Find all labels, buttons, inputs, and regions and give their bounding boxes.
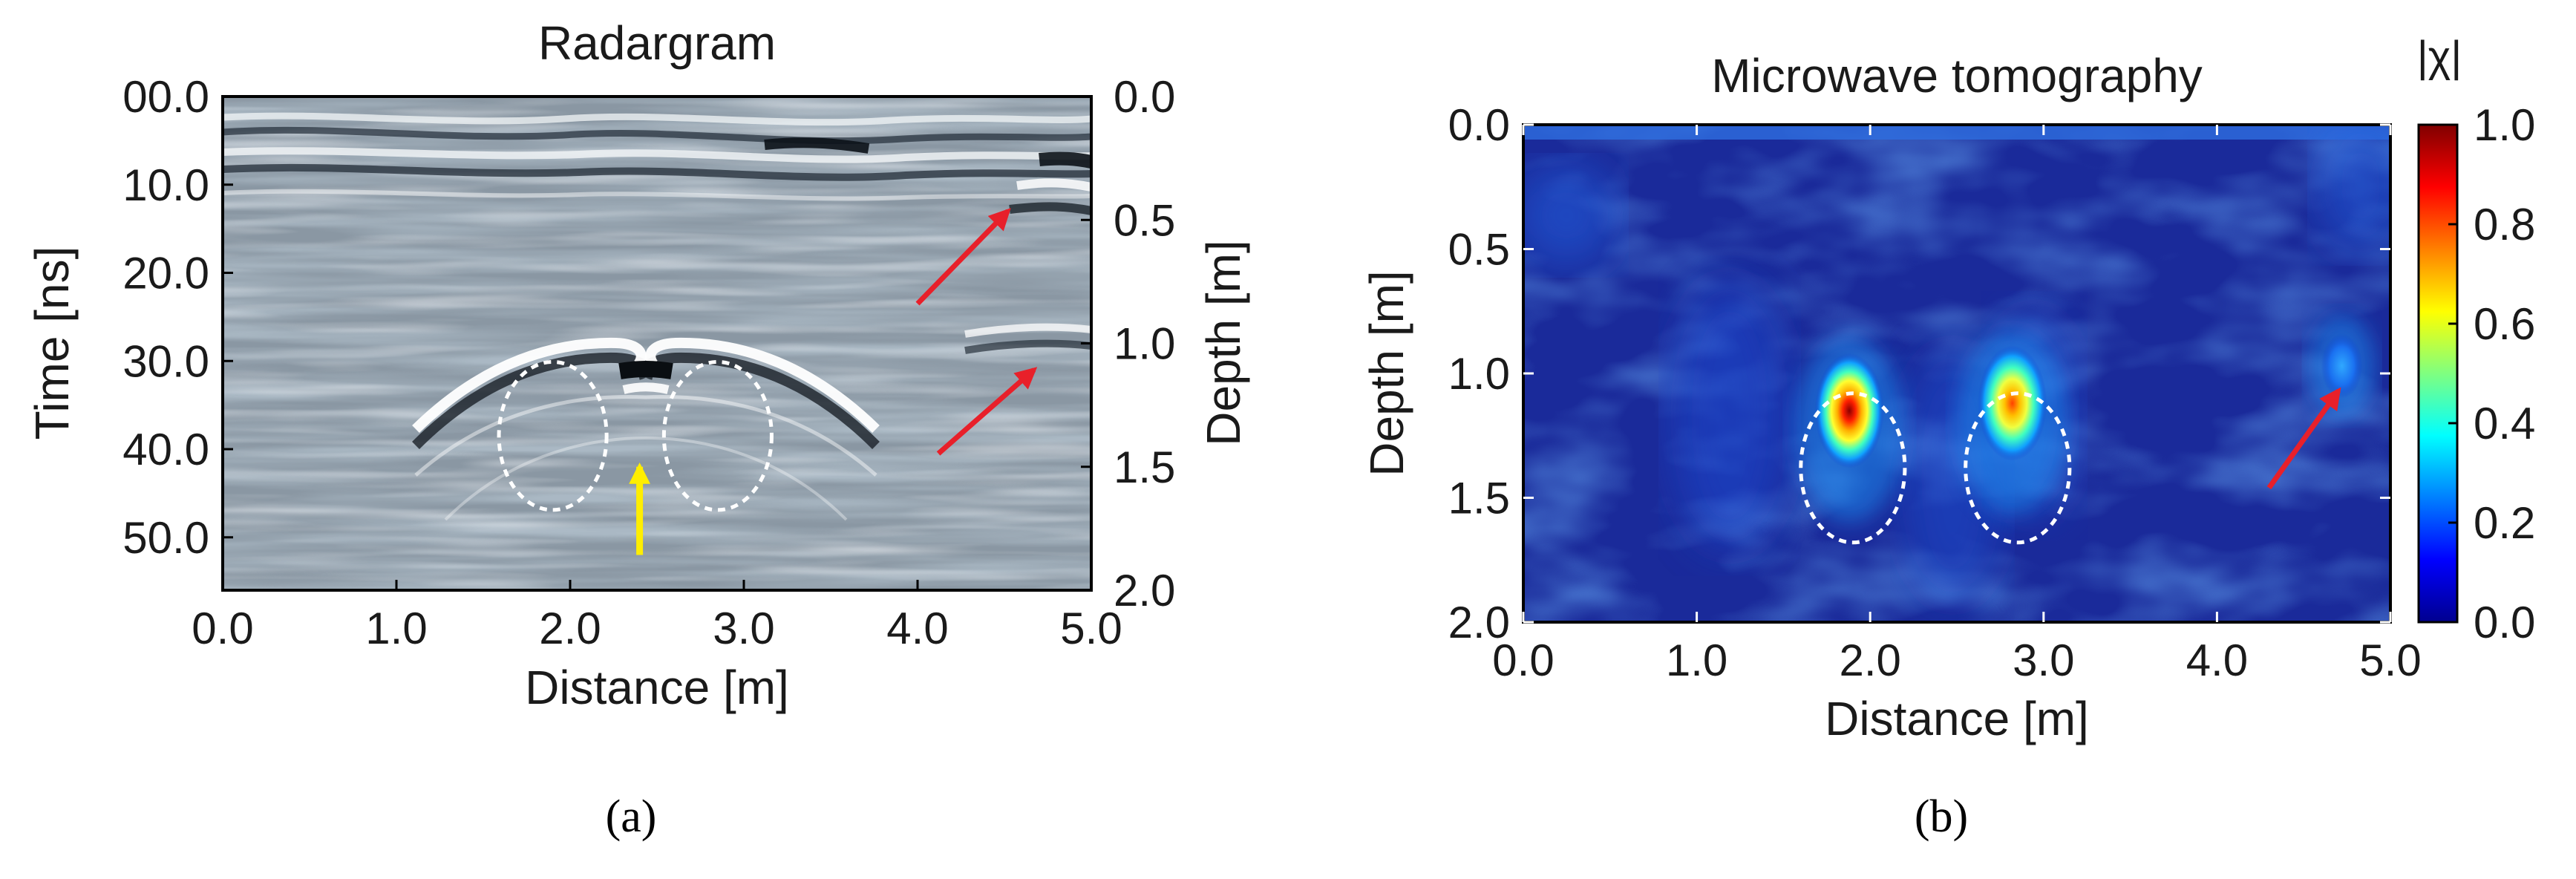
tomography-y-tick-label: 2.0 bbox=[1448, 598, 1510, 647]
tomography-image bbox=[1523, 125, 2390, 622]
radargram-y-tick-label: 30.0 bbox=[122, 336, 209, 386]
radargram-x-tick-label: 0.0 bbox=[192, 604, 253, 653]
panel-a-radargram: 0.0 1.0 2.0 3.0 4.0 5.0 00.0 10.0 20.0 30.0 40.0 50… bbox=[25, 16, 1250, 842]
radargram-y-tick-label: 40.0 bbox=[122, 425, 209, 474]
panel-b-caption: (b) bbox=[1915, 791, 1968, 842]
radargram-y2-tick-label: 0.0 bbox=[1114, 72, 1175, 122]
colorbar-label: |χ| bbox=[2417, 33, 2462, 81]
colorbar-tick-label: 0.2 bbox=[2474, 498, 2535, 548]
tomography-y-tick-label: 0.5 bbox=[1448, 225, 1510, 275]
tomography-dashed-ellipse bbox=[1799, 391, 1907, 545]
tomography-x-tick-label: 5.0 bbox=[2359, 635, 2421, 685]
radargram-y2-tick-label: 1.0 bbox=[1114, 319, 1175, 369]
radargram-image bbox=[223, 97, 1091, 590]
tomography-y-tick-label: 1.0 bbox=[1448, 349, 1510, 399]
radargram-y2-tick-label: 1.5 bbox=[1114, 442, 1175, 492]
tomography-axes: 0.0 1.0 2.0 3.0 4.0 5.0 0.0 0.5 1.0 1.5 2.0 bbox=[1448, 100, 2422, 685]
radargram-red-arrow bbox=[915, 208, 1011, 306]
radargram-x-tick-label: 5.0 bbox=[1060, 604, 1122, 653]
colorbar-ticks: 0.0 0.2 0.4 0.6 0.8 1.0 bbox=[2448, 100, 2535, 647]
tomography-dashed-ellipse bbox=[1964, 391, 2072, 545]
tomography-hotspot bbox=[1978, 345, 2047, 461]
radargram-dashed-ellipse bbox=[497, 359, 609, 512]
panel-a-caption: (a) bbox=[606, 791, 657, 842]
radargram-y-tick-label: 20.0 bbox=[122, 249, 209, 298]
radargram-y-tick-label: 50.0 bbox=[122, 513, 209, 563]
tomography-y-axis-label: Depth [m] bbox=[1360, 270, 1413, 476]
tomography-hotspot bbox=[1814, 353, 1884, 468]
radargram-red-arrow bbox=[936, 367, 1038, 456]
tomography-y-tick-label: 0.0 bbox=[1448, 100, 1510, 150]
colorbar-tick-label: 0.6 bbox=[2474, 299, 2535, 349]
radargram-x-tick-label: 4.0 bbox=[886, 604, 948, 653]
tomography-x-tick-label: 4.0 bbox=[2186, 635, 2248, 685]
tomography-x-tick-label: 2.0 bbox=[1839, 635, 1900, 685]
radargram-x-tick-label: 2.0 bbox=[539, 604, 601, 653]
colorbar-tick-label: 1.0 bbox=[2474, 100, 2535, 150]
tomography-hotspot bbox=[2321, 333, 2363, 399]
colorbar-tick-label: 0.4 bbox=[2474, 399, 2535, 448]
colorbar bbox=[2417, 123, 2459, 624]
tomography-y-tick-label: 1.5 bbox=[1448, 474, 1510, 523]
radargram-axes: 0.0 1.0 2.0 3.0 4.0 5.0 00.0 10.0 20.0 30.0 40.0 50… bbox=[122, 72, 1175, 653]
tomography-x-tick-label: 1.0 bbox=[1666, 635, 1727, 685]
radargram-y2-tick-label: 2.0 bbox=[1114, 566, 1175, 615]
radargram-x-tick-label: 3.0 bbox=[713, 604, 774, 653]
radargram-x-axis-label: Distance [m] bbox=[525, 661, 789, 714]
tomography-x-tick-label: 3.0 bbox=[2013, 635, 2074, 685]
radargram-y-axis-label: Time [ns] bbox=[25, 246, 79, 440]
radargram-dashed-ellipse bbox=[661, 359, 774, 512]
radargram-y2-axis-label: Depth [m] bbox=[1197, 240, 1250, 445]
radargram-y-tick-label: 10.0 bbox=[122, 160, 209, 210]
tomography-red-arrow bbox=[2266, 387, 2341, 490]
tomography-title: Microwave tomography bbox=[1711, 49, 2203, 102]
radargram-annotations bbox=[497, 208, 1038, 555]
tomography-hotspots bbox=[1794, 313, 2376, 523]
radargram-title: Radargram bbox=[538, 16, 776, 70]
tomography-x-tick-label: 0.0 bbox=[1492, 635, 1554, 685]
colorbar-tick-label: 0.0 bbox=[2474, 598, 2535, 647]
tomography-annotations bbox=[1799, 387, 2341, 545]
tomography-x-axis-label: Distance [m] bbox=[1825, 692, 2089, 745]
radargram-x-tick-label: 1.0 bbox=[365, 604, 427, 653]
panel-b-microwave-tomography: 0.0 1.0 2.0 3.0 4.0 5.0 0.0 0.5 1.0 1.5 2.0 0.0 0.2… bbox=[1360, 33, 2535, 842]
colorbar-tick-label: 0.8 bbox=[2474, 200, 2535, 249]
radargram-y2-tick-label: 0.5 bbox=[1114, 195, 1175, 245]
radargram-y-tick-label: 00.0 bbox=[122, 72, 209, 122]
